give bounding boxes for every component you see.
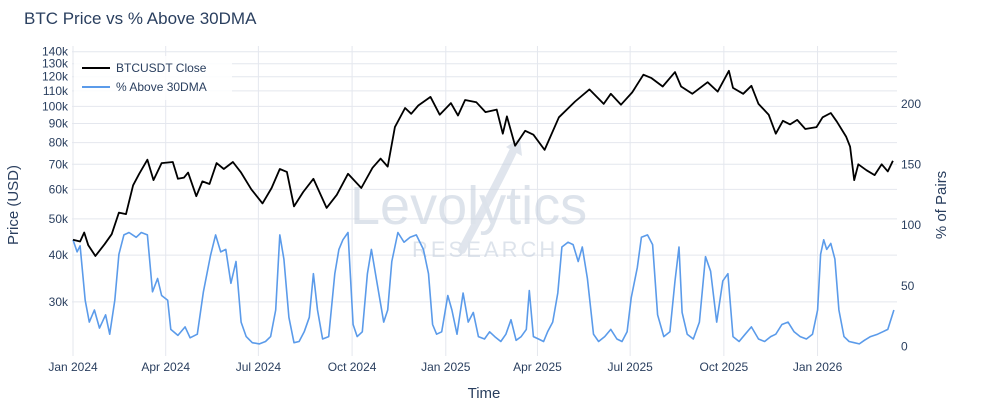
chart-title: BTC Price vs % Above 30DMA — [24, 9, 257, 28]
x-tick-label-4: Jan 2025 — [421, 360, 471, 374]
y-left-tick-label-6: 90k — [49, 116, 69, 130]
y-left-tick-label-9: 120k — [42, 70, 69, 84]
y-left-tick-label-4: 70k — [49, 157, 69, 171]
y-right-tick-label-4: 200 — [901, 97, 921, 111]
y-left-axis-title: Price (USD) — [5, 165, 22, 245]
y-left-tick-label-5: 80k — [49, 136, 69, 150]
x-tick-label-5: Apr 2025 — [513, 360, 562, 374]
watermark-brand: Levolytics — [350, 176, 587, 236]
y-left-tick-label-7: 100k — [42, 99, 69, 113]
y-right-tick-label-3: 150 — [901, 158, 921, 172]
x-tick-label-2: Jul 2024 — [236, 360, 282, 374]
x-axis-title: Time — [468, 385, 501, 402]
x-tick-label-3: Oct 2024 — [328, 360, 377, 374]
y-left-tick-label-2: 50k — [49, 212, 69, 226]
watermark-arrow — [458, 143, 519, 254]
x-tick-label-6: Jul 2025 — [607, 360, 653, 374]
legend: BTCUSDT Close % Above 30DMA — [74, 56, 232, 100]
y-right-axis-tick-labels: 0 50 100 150 200 — [901, 97, 921, 353]
y-left-tick-label-3: 60k — [49, 182, 69, 196]
y-left-tick-label-0: 30k — [49, 295, 69, 309]
watermark-sub: RESEARCH — [412, 237, 558, 262]
y-left-tick-label-11: 140k — [42, 45, 69, 59]
legend-label-pct: % Above 30DMA — [116, 80, 207, 94]
series-line-btc-close — [72, 69, 894, 257]
y-right-tick-label-0: 0 — [901, 339, 908, 353]
series-line-pct-above-30dma — [72, 231, 895, 345]
x-tick-label-1: Apr 2024 — [141, 360, 190, 374]
x-tick-label-8: Jan 2026 — [793, 360, 843, 374]
y-left-tick-label-10: 130k — [42, 57, 69, 71]
watermark: Levolytics RESEARCH — [350, 138, 587, 262]
legend-label-btc: BTCUSDT Close — [116, 61, 207, 75]
y-left-axis-tick-labels: 30k 40k 50k 60k 70k 80k 90k 100k110k120k130k140… — [42, 45, 69, 309]
y-right-axis-title: % of Pairs — [933, 171, 950, 239]
y-right-tick-label-2: 100 — [901, 218, 921, 232]
x-axis-tick-labels: Jan 2024 Apr 2024 Jul 2024 Oct 2024 Jan 2025… — [48, 360, 842, 374]
series-layer — [72, 69, 895, 345]
y-right-tick-label-1: 50 — [901, 279, 915, 293]
x-tick-label-7: Oct 2025 — [700, 360, 749, 374]
y-left-tick-label-1: 40k — [49, 248, 69, 262]
legend-background — [74, 56, 232, 100]
x-tick-label-0: Jan 2024 — [48, 360, 98, 374]
horizontal-gridlines — [72, 51, 897, 303]
y-left-tick-label-8: 110k — [43, 84, 69, 98]
